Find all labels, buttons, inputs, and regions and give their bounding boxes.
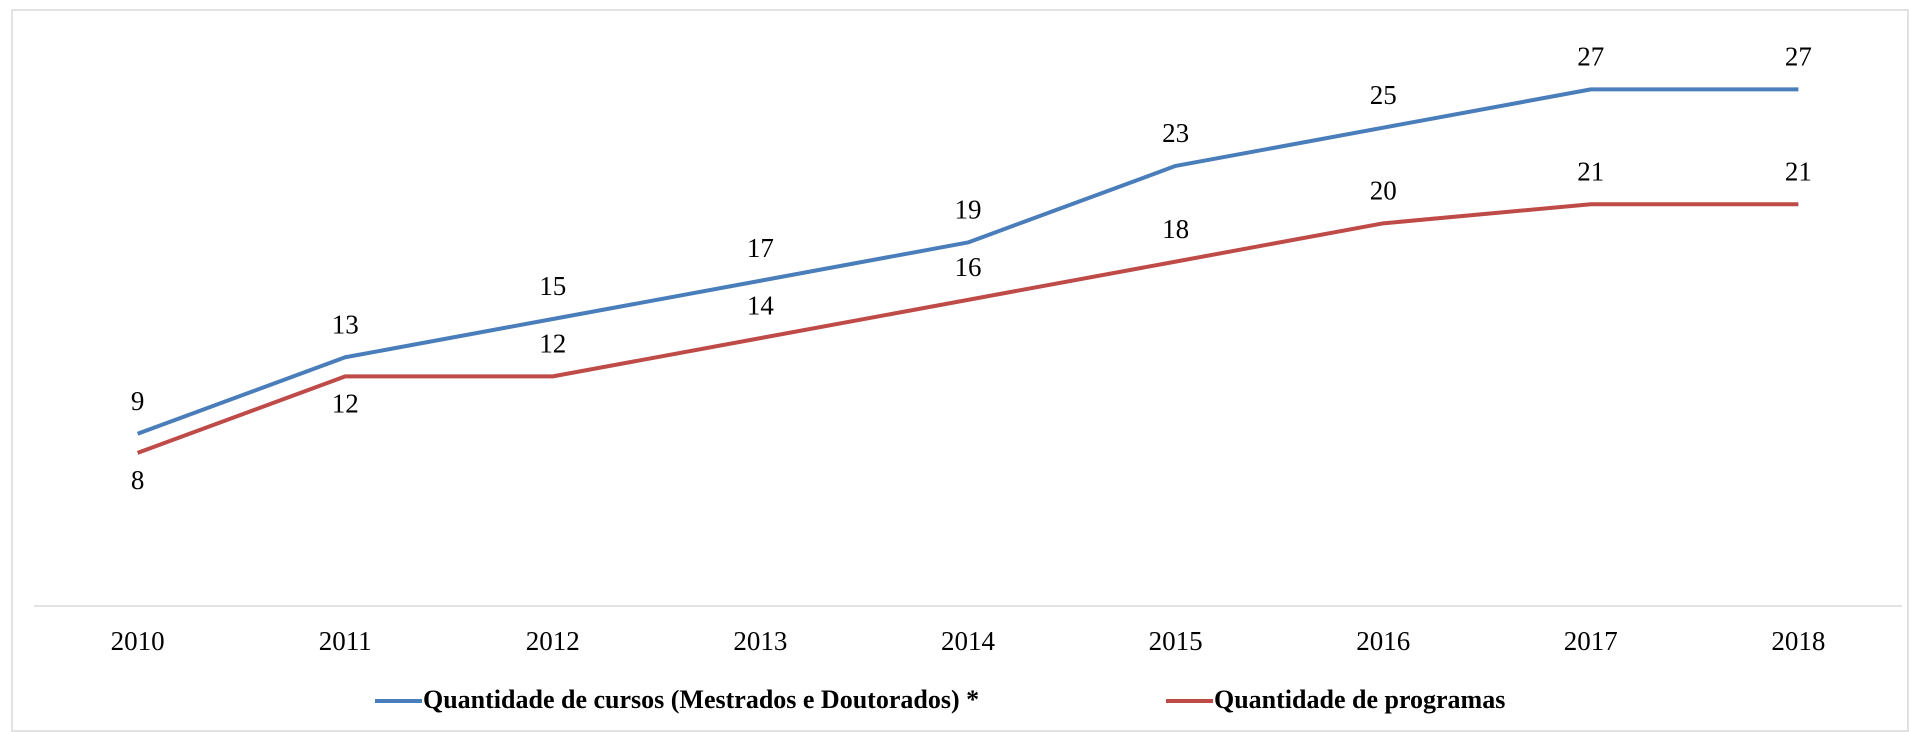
data-label: 21 [1785, 156, 1812, 186]
x-tick-label: 2015 [1149, 626, 1203, 656]
x-tick-label: 2014 [941, 626, 996, 656]
data-label: 20 [1370, 176, 1397, 206]
x-tick-label: 2011 [319, 626, 372, 656]
data-label: 19 [955, 195, 982, 225]
series-line [136, 87, 1799, 436]
legend-label: Quantidade de cursos (Mestrados e Doutor… [423, 685, 979, 714]
data-label: 12 [539, 329, 566, 359]
data-label: 23 [1162, 118, 1189, 148]
x-tick-label: 2010 [111, 626, 165, 656]
data-label: 27 [1785, 42, 1812, 72]
data-label: 12 [332, 389, 359, 419]
chart-frame [11, 9, 1909, 732]
data-label: 27 [1577, 42, 1604, 72]
x-tick-label: 2016 [1356, 626, 1410, 656]
data-label: 9 [131, 386, 145, 416]
data-label: 17 [747, 233, 774, 263]
x-tick-label: 2012 [526, 626, 580, 656]
data-label: 16 [955, 252, 982, 282]
data-label: 8 [131, 465, 145, 495]
data-label: 15 [539, 271, 566, 301]
series-line [136, 202, 1799, 455]
data-label: 13 [332, 309, 359, 339]
data-label: 25 [1370, 80, 1397, 110]
legend-label: Quantidade de programas [1214, 685, 1505, 714]
data-label: 18 [1162, 214, 1189, 244]
x-tick-label: 2017 [1564, 626, 1618, 656]
data-label: 21 [1577, 156, 1604, 186]
data-label: 14 [747, 290, 775, 320]
x-tick-label: 2013 [733, 626, 787, 656]
x-tick-label: 2018 [1771, 626, 1825, 656]
